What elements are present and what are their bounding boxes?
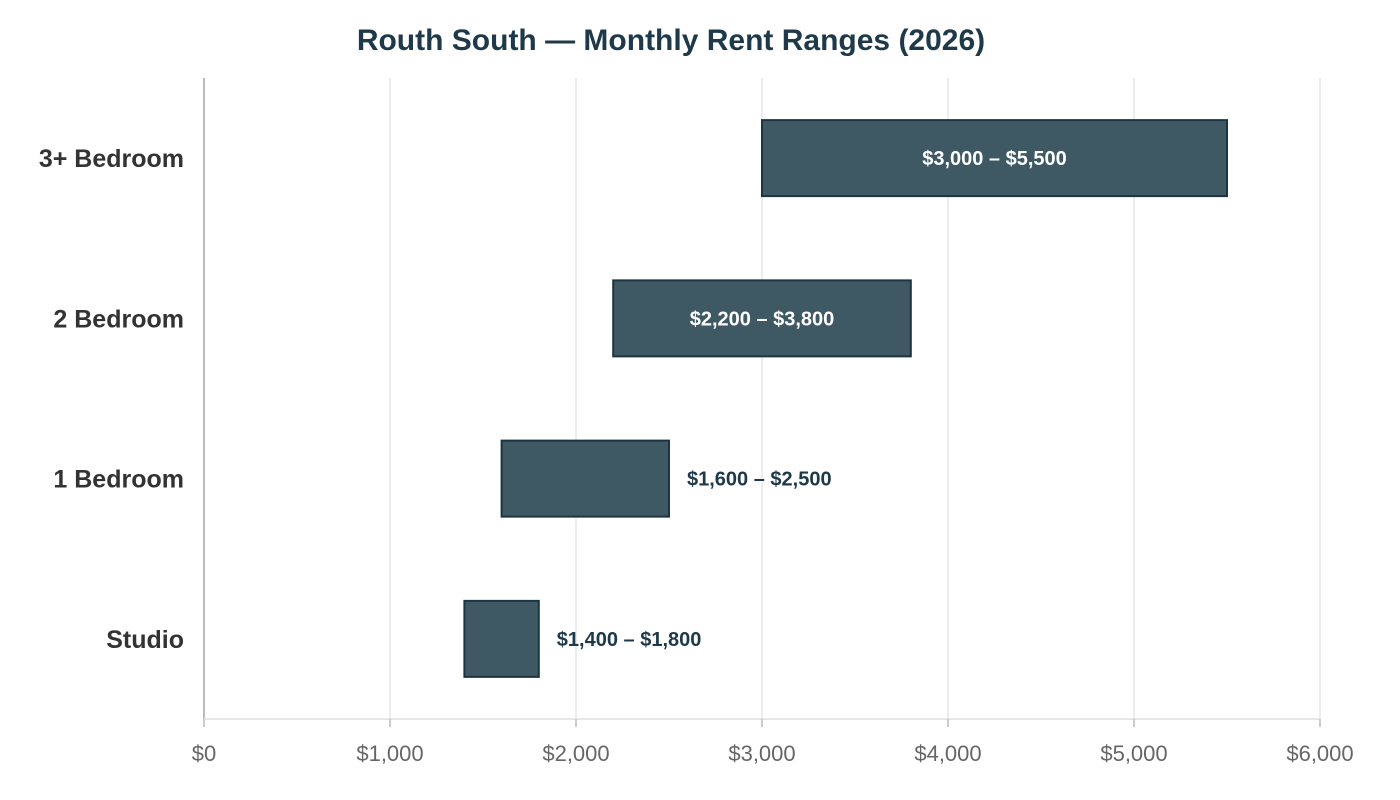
x-tick-label: $3,000 (728, 741, 795, 766)
range-label: $2,200 – $3,800 (690, 308, 835, 330)
category-label: 3+ Bedroom (39, 145, 184, 173)
category-label: 1 Bedroom (53, 466, 184, 494)
category-label: 2 Bedroom (53, 305, 184, 333)
x-tick-label: $0 (192, 741, 216, 766)
range-bar (761, 119, 1228, 198)
range-label: $1,400 – $1,800 (557, 629, 702, 651)
x-tick-label: $6,000 (1286, 741, 1353, 766)
y-axis-categories: 3+ Bedroom 2 Bedroom 1 Bedroom Studio (39, 145, 184, 654)
range-bar (500, 439, 670, 518)
range-bars: $3,000 – $5,500 $2,200 – $3,800 $1,600 – $… (463, 119, 1228, 678)
chart-title: Routh South — Monthly Rent Ranges (2026) (357, 24, 985, 57)
range-bar (463, 599, 540, 678)
range-label: $1,600 – $2,500 (687, 469, 832, 491)
x-tick-label: $5,000 (1100, 741, 1167, 766)
x-tick-label: $2,000 (542, 741, 609, 766)
range-bar (612, 279, 912, 358)
category-label: Studio (106, 626, 184, 654)
range-label: $3,000 – $5,500 (922, 148, 1067, 170)
x-axis-ticks: $0 $1,000 $2,000 $3,000 $4,000 $5,000 $6,000 (192, 719, 1354, 766)
x-tick-label: $4,000 (914, 741, 981, 766)
x-tick-label: $1,000 (356, 741, 423, 766)
